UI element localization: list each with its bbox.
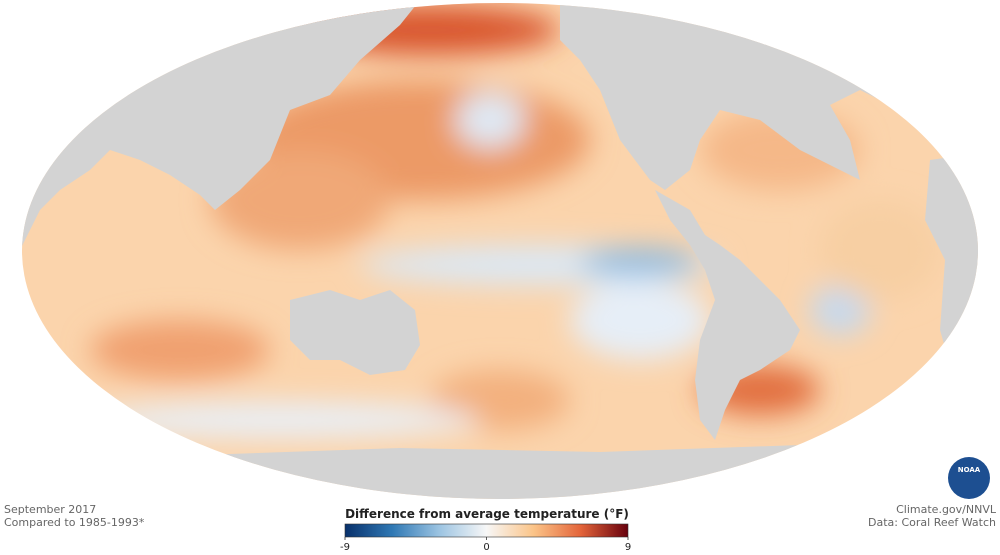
colorbar-tick-label: 9	[625, 542, 631, 553]
credit-data: Data: Coral Reef Watch	[868, 516, 996, 529]
logo-text: NOAA	[958, 466, 981, 474]
credit-source: Climate.gov/NNVL	[896, 503, 997, 516]
colorbar	[344, 523, 629, 538]
colorbar-tick-label: 0	[483, 542, 489, 553]
colorbar-tick-label: -9	[340, 542, 350, 553]
caption-date: September 2017	[4, 503, 96, 516]
map	[22, 3, 978, 499]
caption-baseline: Compared to 1985-1993*	[4, 516, 145, 529]
colorbar-title: Difference from average temperature (°F)	[345, 507, 629, 521]
logo	[948, 457, 990, 499]
